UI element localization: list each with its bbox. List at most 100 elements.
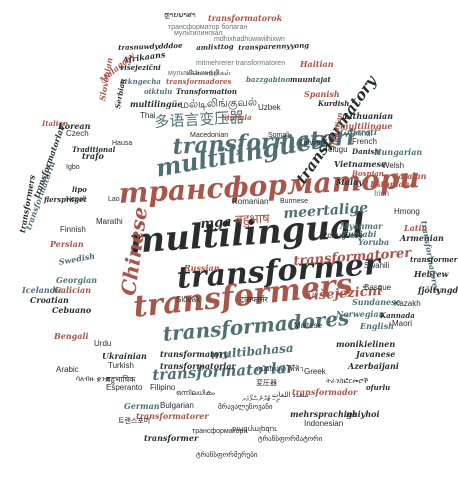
word-javanese: Javanese xyxy=(356,349,396,359)
word-hindi: बहुभाष xyxy=(234,210,270,227)
word-fjoltygrig: fjöltyngd xyxy=(418,285,458,295)
word-sinhala: Sinhala xyxy=(222,113,252,122)
word-amlitog: amlixttog xyxy=(195,41,234,52)
word-vietnamese: Vietnamese xyxy=(334,159,387,169)
word-azerbaijani: Azerbaijani xyxy=(348,361,399,371)
word-bulgarian: Bulgarian xyxy=(160,401,194,410)
word-transformatorok: transformatorok xyxy=(208,13,283,23)
word-serbian: Serbian xyxy=(113,77,128,110)
word-multilingue-right: multilingue xyxy=(340,121,393,131)
word-transformer-bottom: transformer xyxy=(144,433,199,443)
word-portuguese: Portuguese xyxy=(322,231,363,240)
word-gujarati: Gujarati xyxy=(340,127,377,137)
word-amharic2: ባለብዙ ቋንቋ xyxy=(76,376,110,383)
word-malay: Malay xyxy=(336,177,363,187)
word-mitmehrerer: mitmehrerer transformatoren xyxy=(196,60,286,67)
word-indonesian: Indonesian xyxy=(304,419,344,428)
word-nepali: Nepali xyxy=(66,196,86,203)
word-multilingual-top: mdhixhadhuwiwiihixwn xyxy=(214,36,285,43)
word-muuntajat: muuntajat xyxy=(290,75,331,84)
word-romanian: Romanian xyxy=(232,197,269,206)
word-kazakh: Kazakh xyxy=(394,299,421,308)
word-slovenian: Slovenian xyxy=(97,56,115,102)
word-hungarian: Hungarian xyxy=(374,147,423,157)
word-georgian-b: მრავალენოვანი xyxy=(218,404,273,411)
word-swahili: Swahili xyxy=(364,261,390,270)
word-arabic2: متعدد اللغات xyxy=(272,392,309,399)
word-burmese: Burmese xyxy=(280,198,309,205)
word-irish: Irish xyxy=(374,189,390,198)
word-traditional: Traditional xyxy=(72,145,116,154)
word-kannada: Kannada xyxy=(380,311,415,320)
word-mr: बहुभाषिक xyxy=(106,375,136,384)
word-transformatorer: transformatorer xyxy=(292,245,412,269)
word-yoruba: Yoruba xyxy=(358,237,390,247)
word-welsh: Welsh xyxy=(382,161,405,170)
word-visejezicni-top: višejezični xyxy=(120,63,161,72)
word-basque: Basque xyxy=(364,283,392,292)
word-latin: Latin xyxy=(404,223,428,233)
word-french: French xyxy=(352,137,377,146)
word-telugu: Telugu xyxy=(324,145,348,154)
word-korean: Korean xyxy=(58,121,91,131)
word-english: English xyxy=(360,321,394,331)
word-georgian: Georgian xyxy=(56,275,98,285)
word-monikielinen: monikielinen xyxy=(336,339,396,349)
word-nhyhoi: nhiyhoi xyxy=(346,409,380,419)
word-spanish: Spanish xyxy=(304,89,340,99)
word-sr: трансформатори xyxy=(192,428,248,435)
word-transformatorlar-b: transformatorlar xyxy=(160,361,236,371)
word-transformation: Transformation xyxy=(176,87,237,96)
word-turkish: Turkish xyxy=(108,361,134,370)
word-tamil: மல்டிலிங்குவல் xyxy=(179,96,258,111)
word-mga: mga xyxy=(199,214,233,232)
word-czech: Czech xyxy=(66,129,89,138)
word-kurdish: Kurdish xyxy=(318,99,350,108)
word-hebrew: Hebrew xyxy=(414,269,449,279)
word-german: German xyxy=(124,401,160,411)
word-transformatorbarnas: транcформатор болаган xyxy=(168,24,248,31)
word-cebuano: Cebuano xyxy=(52,305,92,315)
word-transformer-bottom2: transformatorer xyxy=(136,411,209,421)
word-ge-2: ტრანსფორმატორი xyxy=(258,436,323,443)
word-mehrsprachige: mehrsprachige xyxy=(290,409,358,419)
word-thai: Thai xyxy=(140,111,156,120)
word-lithuanian: Lithuanian xyxy=(344,111,394,121)
word-icelandic: Icelandic xyxy=(22,285,64,295)
word-hmong: Hmong xyxy=(394,207,420,216)
word-sundanese: Sundanese xyxy=(352,297,401,307)
word-maltese: Maltese xyxy=(294,321,323,330)
word-bengali: Bengali xyxy=(54,331,89,341)
word-persian: Persian xyxy=(50,239,84,249)
word-dhivehi: ދިހަ ޓްރާންސްފޯމަރ xyxy=(242,396,280,403)
word-uzbek: Uzbek xyxy=(258,103,281,112)
word-bazzuaq: bazzgabino xyxy=(246,75,291,84)
word-thai2: หม้อแปลงไฟฟ้า xyxy=(256,366,304,373)
word-oteyu: ofurlu xyxy=(366,383,391,392)
word-tamil2: மின்மாற்றிகள் xyxy=(186,70,231,77)
word-bosnian: Bosnian xyxy=(352,169,384,178)
word-finnish: Finnish xyxy=(60,225,86,234)
word-estonian: Estonian xyxy=(370,179,410,189)
word-esperanto: Esperanto xyxy=(106,383,143,392)
word-multilingue-a: multilingüe xyxy=(130,99,183,109)
word-amharic: ትራንስፎርመሮች xyxy=(326,378,369,385)
word-mongol: мультилингвал xyxy=(174,30,223,37)
word-ge-3: ტრანსფორმერები xyxy=(196,452,258,459)
word-transformador: transformador xyxy=(292,387,358,397)
word-oikulu: oiktulu xyxy=(144,87,173,96)
word-ja: 変圧器 xyxy=(256,380,277,387)
word-marathi: Marathi xyxy=(96,217,123,226)
word-hi2: ट्रांसफार्मर xyxy=(240,295,268,304)
word-rus: мультиязычный xyxy=(168,70,220,77)
word-filipino: Filipino xyxy=(150,383,176,392)
word-greek: Greek xyxy=(304,367,326,376)
word-macedonian: Macedonian xyxy=(190,132,229,139)
word-urdu: Urdu xyxy=(94,339,112,348)
word-ukrainian: Ukrainian xyxy=(102,351,147,361)
word-ko: 트랜스포머 xyxy=(118,418,151,425)
word-transformatorlar-left: transformatorlar xyxy=(31,124,67,200)
word-myanmar: Myanmar xyxy=(340,221,383,231)
word-trasmulti: trasnuwdydddoe xyxy=(117,40,183,52)
